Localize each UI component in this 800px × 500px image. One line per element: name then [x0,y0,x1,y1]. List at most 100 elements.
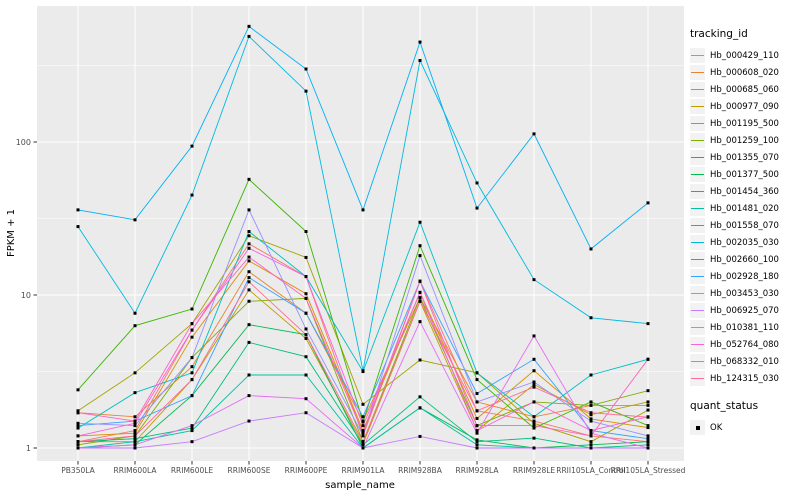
legend-key [690,167,705,182]
data-point [532,415,536,419]
data-point [361,433,365,437]
data-point [304,255,308,259]
data-point [532,385,536,389]
legend-item-Hb_000608_020: Hb_000608_020 [690,64,798,81]
legend-item-label: Hb_001454_360 [710,186,779,197]
data-point [589,417,593,421]
data-point [190,322,194,326]
data-point [418,296,422,300]
legend-item-label: Hb_001377_500 [710,169,779,180]
data-point [190,424,194,428]
legend-line-icon [691,259,704,260]
legend-item-Hb_001355_070: Hb_001355_070 [690,149,798,166]
data-point [532,383,536,387]
data-point [76,443,80,447]
data-point [304,336,308,340]
data-point [361,440,365,444]
data-point [76,411,80,415]
data-point [475,378,479,382]
legend-line-icon [691,293,704,294]
data-point [361,443,365,447]
data-point [190,144,194,148]
legend-line-icon [691,191,704,192]
data-point [247,24,251,28]
data-point [247,288,251,292]
legend-line-icon [691,344,704,345]
data-point [247,373,251,377]
data-point [418,320,422,324]
legend-line-icon [691,174,704,175]
data-point [532,446,536,450]
data-point [418,40,422,44]
data-point [475,446,479,450]
data-point [247,299,251,303]
data-point [418,220,422,224]
data-point [418,299,422,303]
data-point [304,355,308,359]
data-point [247,270,251,274]
data-point [361,369,365,373]
data-point [475,181,479,185]
data-point [589,431,593,435]
legend-key [690,184,705,199]
data-point [133,434,137,438]
x-tick-label: RRIM901LA [342,466,386,475]
data-point [646,426,650,430]
data-point [532,419,536,423]
data-point [646,434,650,438]
data-point [76,421,80,425]
y-tick-label: 10 [21,291,31,300]
data-point [361,402,365,406]
legend-item-Hb_002928_180: Hb_002928_180 [690,268,798,285]
data-point [418,290,422,294]
legend-item-label: Hb_000608_020 [710,67,779,78]
data-point [133,324,137,328]
legend-key [690,286,705,301]
legend-item-Hb_052764_080: Hb_052764_080 [690,336,798,353]
data-point [190,193,194,197]
legend-line-icon [691,242,704,243]
legend-line-icon [691,310,704,311]
legend-key [690,371,705,386]
data-point [532,436,536,440]
legend-key [690,133,705,148]
legend-item-Hb_000977_090: Hb_000977_090 [690,98,798,115]
data-point [304,230,308,234]
x-axis-title: sample_name [325,480,395,491]
data-point [646,415,650,419]
legend-key [690,201,705,216]
legend-item-label: Hb_001259_100 [710,135,779,146]
data-point [190,371,194,375]
data-point [418,434,422,438]
data-point [133,431,137,435]
legend-item-label: Hb_000977_090 [710,101,779,112]
data-point [361,424,365,428]
data-point [646,357,650,361]
data-point [589,403,593,407]
data-point [190,307,194,311]
ok-point-icon [695,425,700,430]
data-point [190,365,194,369]
legend-key [690,303,705,318]
data-point [646,400,650,404]
data-point [304,67,308,71]
y-axis-title: FPKM + 1 [6,208,17,258]
legend-key [690,320,705,335]
data-point [361,208,365,212]
x-tick-label: RRII105LA_Control [556,466,626,475]
data-point [247,177,251,181]
legend-item-label: Hb_001355_070 [710,152,779,163]
legend-item-Hb_001259_100: Hb_001259_100 [690,132,798,149]
data-point [133,424,137,428]
x-tick-label: RRIM600PE [285,466,328,475]
legend-item-Hb_002035_030: Hb_002035_030 [690,234,798,251]
data-point [589,446,593,450]
legend-line-icon [691,157,704,158]
legend-key [690,252,705,267]
data-point [589,316,593,320]
plot-panel [37,6,684,461]
legend-key [690,269,705,284]
legend-item-label: OK [710,422,723,433]
